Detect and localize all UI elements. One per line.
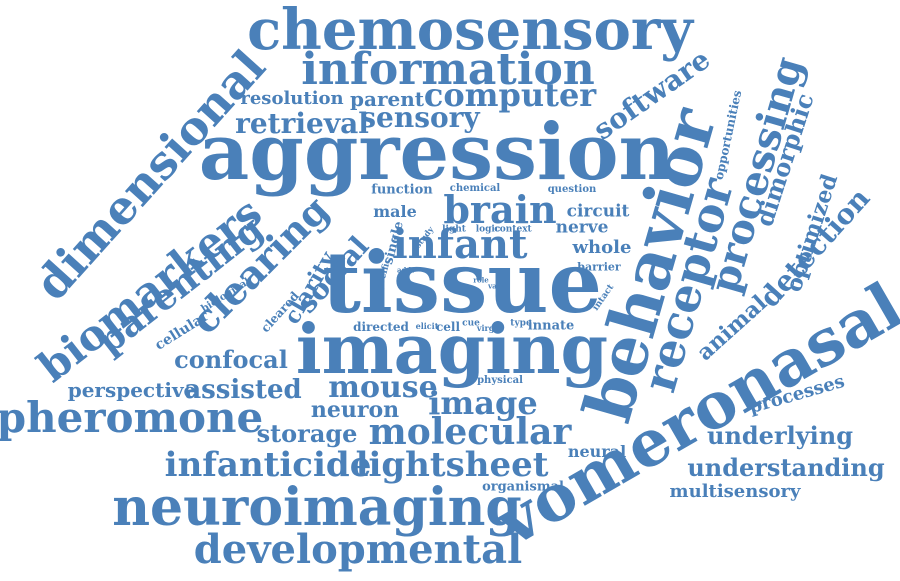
word: understanding bbox=[687, 453, 885, 482]
word: question bbox=[547, 184, 597, 195]
word: male bbox=[373, 202, 417, 221]
word: innate bbox=[527, 318, 575, 334]
word: image bbox=[428, 384, 538, 422]
word: confocal bbox=[174, 345, 288, 374]
word: type bbox=[510, 318, 532, 329]
word: information bbox=[301, 44, 595, 95]
word: parent bbox=[350, 87, 424, 111]
word: light bbox=[442, 224, 466, 235]
word: neuroimaging bbox=[112, 477, 522, 538]
word: organismal bbox=[482, 479, 564, 495]
word: addr bbox=[396, 265, 416, 275]
word: whole bbox=[572, 237, 632, 258]
word: directed bbox=[353, 320, 409, 334]
word: brain bbox=[443, 187, 557, 232]
word: storage bbox=[256, 419, 358, 448]
word: underlying bbox=[706, 421, 854, 450]
word: mouse bbox=[328, 370, 438, 405]
word: elicit bbox=[415, 321, 439, 331]
word: barrier bbox=[577, 260, 621, 274]
word: neural bbox=[567, 442, 627, 461]
word: sensory bbox=[360, 101, 480, 134]
word: infant bbox=[392, 221, 528, 268]
word: virgin bbox=[476, 323, 504, 333]
word: cell bbox=[435, 320, 461, 334]
word: aggression bbox=[198, 107, 676, 198]
word: retrieval bbox=[235, 107, 369, 140]
word: computer bbox=[423, 76, 597, 114]
word: function bbox=[371, 182, 433, 198]
word: physical bbox=[477, 375, 523, 386]
word: assisted bbox=[184, 375, 302, 405]
word: developmental bbox=[193, 526, 523, 573]
word: lightsheet bbox=[355, 445, 549, 485]
word: tissue bbox=[322, 233, 602, 332]
word: infanticide bbox=[164, 445, 372, 485]
word: cue bbox=[462, 318, 480, 329]
word: resolution bbox=[240, 88, 344, 109]
word: logic bbox=[475, 224, 501, 235]
word: pheromone bbox=[0, 393, 264, 442]
word: nerve bbox=[555, 217, 609, 238]
word: imaging bbox=[295, 310, 609, 390]
word: chemosensory bbox=[247, 0, 693, 63]
word: chemical bbox=[449, 183, 501, 194]
word: context bbox=[494, 224, 532, 235]
word: neuron bbox=[310, 397, 400, 423]
word: multisensory bbox=[669, 481, 801, 502]
word: perspective bbox=[67, 378, 197, 402]
word: circuit bbox=[566, 201, 630, 222]
word: role bbox=[473, 275, 489, 285]
word: molecular bbox=[368, 411, 572, 453]
word: vast bbox=[488, 281, 504, 291]
